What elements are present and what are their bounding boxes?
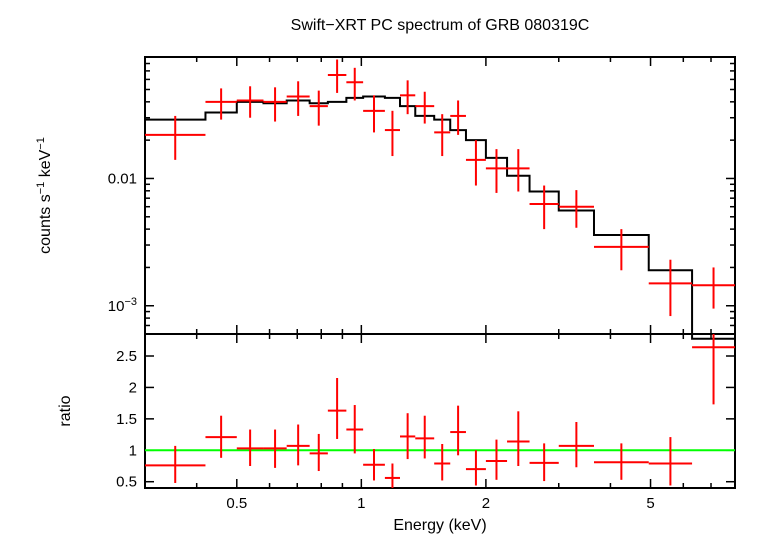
ratio-data-points bbox=[145, 284, 735, 491]
svg-text:0.5: 0.5 bbox=[116, 474, 137, 491]
svg-text:5: 5 bbox=[646, 495, 654, 512]
y-axis-label-bottom: ratio bbox=[57, 395, 74, 426]
chart-svg: Swift−XRT PC spectrum of GRB 080319C 0.5 1… bbox=[0, 0, 758, 556]
svg-text:10−3: 10−3 bbox=[108, 296, 137, 315]
bottom-panel-frame bbox=[145, 334, 735, 488]
svg-text:2: 2 bbox=[482, 495, 490, 512]
spectrum-chart: Swift−XRT PC spectrum of GRB 080319C 0.5 1… bbox=[0, 0, 758, 556]
svg-text:2.5: 2.5 bbox=[116, 348, 137, 365]
svg-text:1: 1 bbox=[357, 495, 365, 512]
svg-text:0.01: 0.01 bbox=[108, 170, 137, 187]
svg-text:1.5: 1.5 bbox=[116, 411, 137, 428]
chart-title: Swift−XRT PC spectrum of GRB 080319C bbox=[291, 17, 590, 34]
svg-text:1: 1 bbox=[129, 442, 137, 459]
svg-text:2: 2 bbox=[129, 379, 137, 396]
spectrum-data-points bbox=[145, 60, 735, 317]
top-panel-frame bbox=[145, 57, 735, 334]
y-axis-label-top: counts s−1 keV−1 bbox=[35, 137, 54, 254]
svg-text:0.5: 0.5 bbox=[226, 495, 247, 512]
x-axis-label: Energy (keV) bbox=[393, 517, 486, 534]
